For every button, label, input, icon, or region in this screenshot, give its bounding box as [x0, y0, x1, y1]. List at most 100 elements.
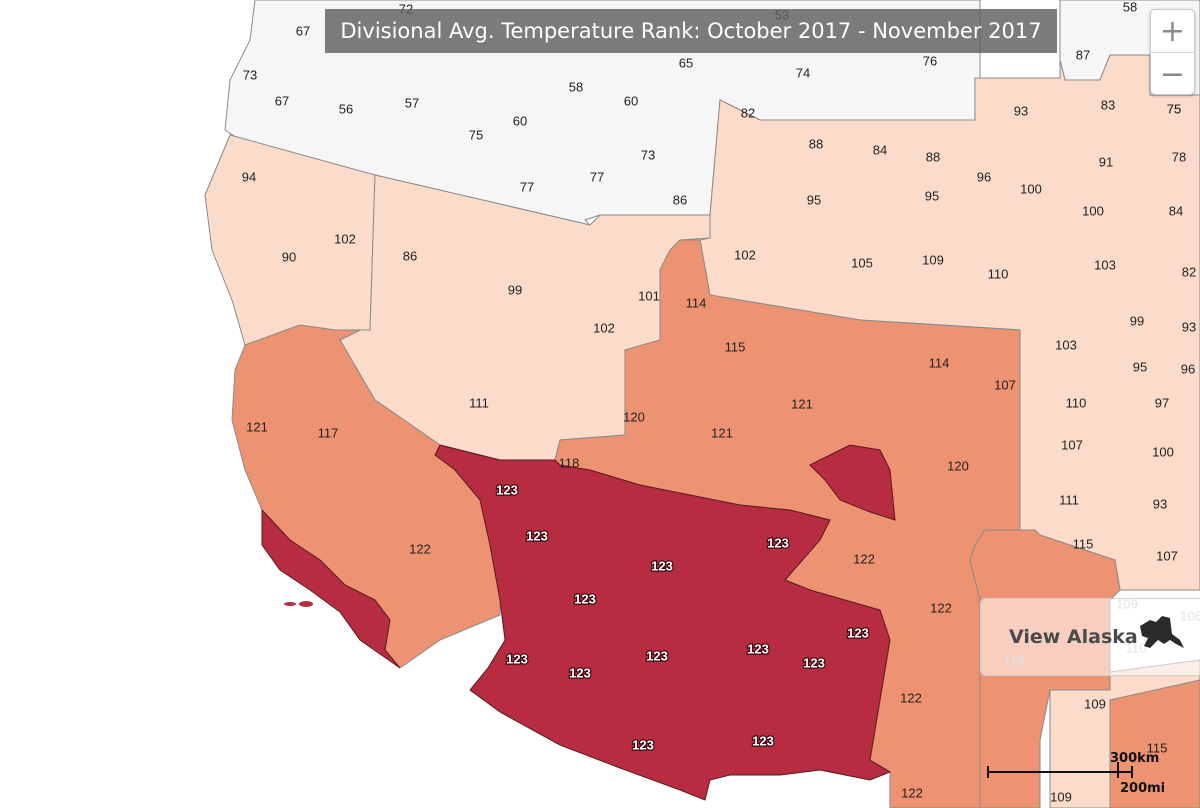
- channel-island: [299, 601, 313, 607]
- division-rank-label: 58: [569, 79, 583, 94]
- division-rank-label: 123: [632, 737, 654, 752]
- division-rank-label: 94: [242, 169, 256, 184]
- zoom-control: + −: [1150, 9, 1195, 95]
- division-rank-label: 99: [508, 282, 522, 297]
- division-rank-label: 121: [791, 396, 813, 411]
- division-rank-label: 123: [526, 528, 548, 543]
- division-rank-label: 95: [925, 188, 939, 203]
- division-rank-label: 93: [1182, 319, 1196, 334]
- division-rank-label: 123: [646, 648, 668, 663]
- scale-bar: 300km 200mi: [984, 748, 1166, 808]
- division-rank-label: 115: [1147, 740, 1168, 755]
- division-rank-label: 65: [679, 55, 693, 70]
- region-colorado-record: [809, 444, 896, 521]
- division-rank-label: 122: [901, 785, 923, 800]
- division-rank-label: 86: [403, 248, 417, 263]
- division-rank-label: 93: [1153, 496, 1167, 511]
- region-southwest-record: [434, 444, 892, 801]
- division-rank-label: 111: [1059, 492, 1079, 507]
- division-rank-label: 120: [947, 458, 969, 473]
- division-rank-label: 107: [994, 377, 1016, 392]
- division-rank-label: 123: [847, 625, 869, 640]
- division-rank-label: 110: [1066, 395, 1087, 410]
- division-rank-label: 100: [1152, 444, 1174, 459]
- division-rank-label: 101: [638, 288, 660, 303]
- division-rank-label: 73: [243, 67, 257, 82]
- division-rank-label: 95: [807, 192, 821, 207]
- division-rank-label: 122: [853, 551, 875, 566]
- division-rank-label: 117: [318, 425, 339, 440]
- division-rank-label: 122: [900, 690, 922, 705]
- division-rank-label: 123: [496, 482, 518, 497]
- division-rank-label: 122: [409, 541, 431, 556]
- scale-mi-label: 200mi: [1120, 781, 1166, 796]
- division-rank-label: 109: [922, 252, 944, 267]
- division-rank-label: 60: [624, 93, 638, 108]
- division-rank-label: 96: [1181, 361, 1195, 376]
- division-rank-label: 123: [506, 651, 528, 666]
- division-rank-label: 123: [752, 733, 774, 748]
- division-rank-label: 121: [246, 419, 268, 434]
- region-socal-coast-record: [261, 508, 401, 669]
- alaska-icon: [1140, 616, 1184, 648]
- division-rank-label: 109: [1084, 696, 1106, 711]
- division-rank-label: 97: [1155, 395, 1169, 410]
- division-rank-label: 83: [1101, 97, 1115, 112]
- zoom-out-button[interactable]: −: [1159, 56, 1186, 92]
- division-rank-label: 84: [1169, 203, 1183, 218]
- division-rank-label: 111: [469, 395, 489, 410]
- division-rank-label: 99: [1130, 313, 1144, 328]
- division-rank-label: 123: [767, 535, 789, 550]
- division-rank-label: 118: [559, 455, 580, 470]
- channel-island: [282, 563, 302, 569]
- division-rank-label: 115: [725, 339, 746, 354]
- division-rank-label: 76: [923, 53, 937, 68]
- division-rank-label: 82: [1182, 264, 1196, 279]
- division-rank-label: 103: [1094, 257, 1116, 272]
- division-rank-label: 123: [803, 655, 825, 670]
- division-rank-label: 123: [747, 641, 769, 656]
- division-rank-label: 74: [796, 65, 810, 80]
- division-rank-label: 123: [651, 558, 673, 573]
- division-rank-label: 120: [623, 409, 645, 424]
- division-rank-label: 67: [275, 93, 289, 108]
- division-rank-label: 77: [590, 169, 604, 184]
- division-rank-label: 87: [1076, 47, 1090, 62]
- division-rank-label: 88: [809, 136, 823, 151]
- division-rank-label: 96: [977, 169, 991, 184]
- division-rank-label: 107: [1156, 548, 1178, 563]
- division-rank-label: 91: [1099, 154, 1113, 169]
- map-title: Divisional Avg. Temperature Rank: Octobe…: [325, 9, 1057, 53]
- division-rank-label: 114: [929, 355, 950, 370]
- division-rank-label: 123: [574, 591, 596, 606]
- division-rank-label: 56: [339, 101, 353, 116]
- division-rank-label: 110: [988, 266, 1009, 281]
- division-rank-label: 88: [926, 149, 940, 164]
- division-rank-label: 102: [734, 247, 756, 262]
- division-rank-label: 58: [1123, 0, 1137, 14]
- division-rank-label: 78: [1172, 149, 1186, 164]
- division-rank-label: 77: [520, 179, 534, 194]
- view-alaska-label: View Alaska: [1009, 626, 1138, 648]
- division-rank-label: 103: [1055, 337, 1077, 352]
- division-rank-label: 75: [1167, 101, 1181, 116]
- division-rank-label: 122: [930, 600, 952, 615]
- division-rank-label: 82: [741, 105, 755, 120]
- division-rank-label: 102: [593, 320, 615, 335]
- division-rank-label: 107: [1061, 437, 1083, 452]
- division-rank-label: 84: [873, 142, 887, 157]
- division-rank-label: 73: [641, 147, 655, 162]
- scale-km-label: 300km: [1110, 751, 1160, 766]
- zoom-in-button[interactable]: +: [1151, 10, 1194, 53]
- division-rank-label: 121: [711, 425, 733, 440]
- division-rank-label: 86: [673, 192, 687, 207]
- scale-bar-lines: [987, 762, 1133, 778]
- division-rank-label: 100: [1020, 181, 1042, 196]
- division-rank-labels: 7253586773675657586060757377776574768275…: [242, 0, 1200, 804]
- division-rank-label: 90: [282, 249, 296, 264]
- division-rank-label: 67: [296, 23, 310, 38]
- division-rank-label: 57: [405, 95, 419, 110]
- division-rank-label: 100: [1082, 203, 1104, 218]
